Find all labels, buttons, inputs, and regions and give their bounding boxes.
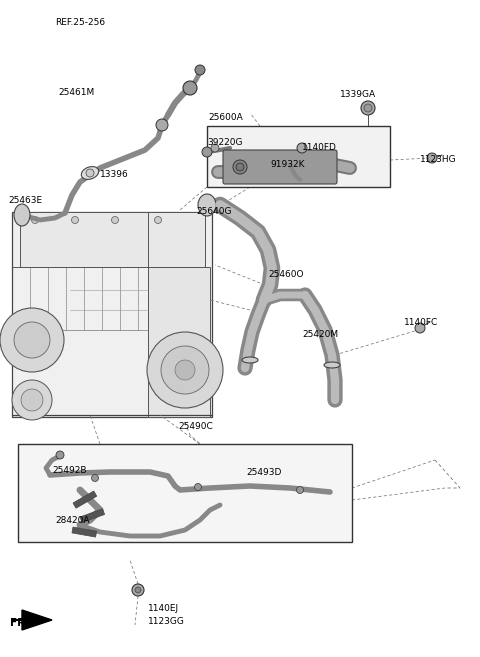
Circle shape (415, 323, 425, 333)
Circle shape (364, 104, 372, 112)
FancyBboxPatch shape (20, 212, 205, 267)
Bar (18, 444, 352, 542)
Circle shape (211, 144, 219, 152)
Circle shape (0, 308, 64, 372)
Polygon shape (22, 610, 52, 630)
Text: 25461M: 25461M (58, 88, 94, 97)
Circle shape (132, 584, 144, 596)
Text: 1140FC: 1140FC (404, 318, 438, 327)
Circle shape (56, 451, 64, 459)
Text: 25460O: 25460O (268, 270, 303, 279)
Text: 28420A: 28420A (55, 516, 89, 525)
Text: 1123GG: 1123GG (148, 617, 185, 626)
Ellipse shape (198, 194, 216, 216)
Circle shape (195, 65, 205, 75)
Circle shape (155, 217, 161, 223)
Circle shape (21, 389, 43, 411)
Circle shape (183, 81, 197, 95)
Ellipse shape (242, 357, 258, 363)
Circle shape (297, 486, 303, 493)
Text: 1123HG: 1123HG (420, 155, 456, 164)
Bar (72, 527, 96, 537)
Circle shape (111, 217, 119, 223)
Ellipse shape (81, 167, 99, 179)
Ellipse shape (14, 204, 30, 226)
Text: 25492B: 25492B (52, 466, 86, 475)
Bar (73, 491, 97, 509)
Circle shape (161, 346, 209, 394)
Circle shape (135, 587, 141, 593)
Text: 39220G: 39220G (207, 138, 242, 147)
Circle shape (12, 380, 52, 420)
FancyBboxPatch shape (148, 267, 210, 417)
Text: 25640G: 25640G (196, 207, 231, 216)
Ellipse shape (324, 362, 340, 368)
FancyBboxPatch shape (223, 150, 337, 184)
Circle shape (361, 101, 375, 115)
Text: 25420M: 25420M (302, 330, 338, 339)
Text: 25490C: 25490C (178, 422, 213, 431)
Circle shape (14, 322, 50, 358)
Bar (80, 509, 105, 522)
Circle shape (236, 163, 244, 171)
Text: 25493D: 25493D (246, 468, 281, 477)
Text: REF.25-256: REF.25-256 (55, 18, 105, 27)
Circle shape (297, 143, 307, 153)
FancyBboxPatch shape (12, 212, 212, 417)
Text: 13396: 13396 (100, 170, 129, 179)
Circle shape (32, 217, 38, 223)
Circle shape (427, 153, 437, 163)
Text: 1140EJ: 1140EJ (148, 604, 179, 613)
Circle shape (194, 484, 202, 491)
Text: 25600A: 25600A (208, 113, 243, 122)
Circle shape (92, 474, 98, 482)
Circle shape (72, 217, 79, 223)
Text: 91932K: 91932K (270, 160, 304, 169)
Text: 1140FD: 1140FD (302, 143, 337, 152)
Text: FR.: FR. (10, 618, 29, 628)
Circle shape (156, 119, 168, 131)
Circle shape (175, 360, 195, 380)
Circle shape (147, 332, 223, 408)
Circle shape (233, 160, 247, 174)
Circle shape (86, 169, 94, 177)
Bar (207, 126, 390, 187)
Text: 1339GA: 1339GA (340, 90, 376, 99)
Circle shape (202, 147, 212, 157)
Text: 25463E: 25463E (8, 196, 42, 205)
